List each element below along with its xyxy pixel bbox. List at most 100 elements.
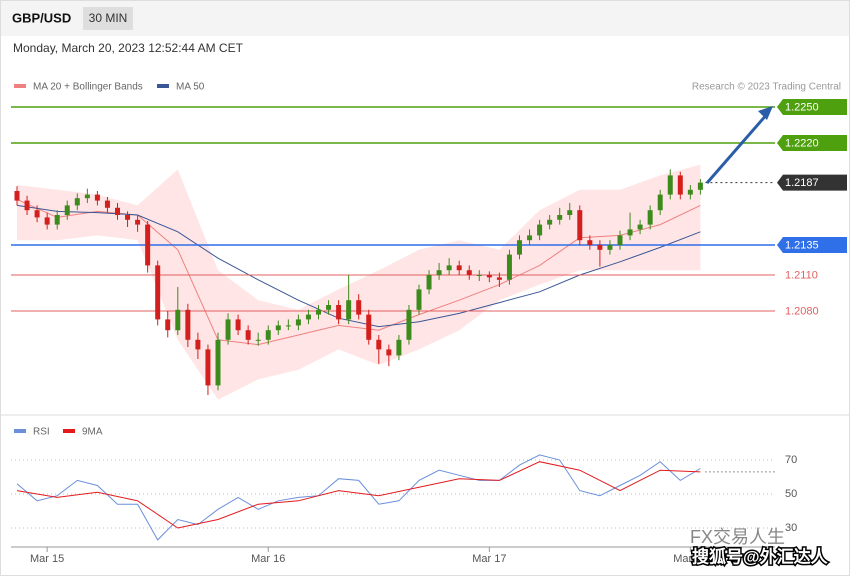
candle-body bbox=[316, 309, 321, 315]
level-label-box bbox=[777, 99, 847, 115]
candle-body bbox=[64, 205, 70, 215]
candle-body bbox=[637, 224, 643, 230]
level-label-box bbox=[777, 174, 847, 191]
candle-body bbox=[607, 245, 613, 250]
candle-body bbox=[677, 175, 683, 195]
candle-body bbox=[34, 210, 40, 218]
candle-body bbox=[195, 339, 201, 350]
x-tick-label: Mar 16 bbox=[251, 553, 285, 565]
candle-body bbox=[376, 339, 382, 350]
level-label-box bbox=[777, 135, 847, 151]
level-label: 1.2110 bbox=[785, 269, 818, 281]
candle-body bbox=[24, 200, 30, 211]
candle-body bbox=[396, 339, 402, 356]
candle-body bbox=[416, 289, 422, 310]
legend-label: 9MA bbox=[82, 427, 103, 438]
candle-body bbox=[687, 189, 693, 195]
candle-body bbox=[366, 314, 372, 340]
legend-label: RSI bbox=[33, 427, 50, 438]
candle-body bbox=[135, 219, 141, 225]
indicator-line bbox=[16, 461, 701, 529]
candle-body bbox=[697, 182, 703, 190]
candle-body bbox=[346, 300, 352, 320]
candle-body bbox=[165, 319, 171, 331]
candle-body bbox=[14, 191, 20, 201]
candle-body bbox=[255, 339, 261, 341]
candle-body bbox=[235, 319, 241, 331]
candle-body bbox=[54, 215, 60, 225]
candle-body bbox=[627, 229, 633, 236]
candle-body bbox=[406, 309, 412, 340]
candle-body bbox=[426, 275, 432, 290]
level-label: 1.2187 bbox=[785, 177, 819, 189]
candle-body bbox=[547, 219, 553, 225]
copyright: Research © 2023 Trading Central bbox=[692, 82, 841, 93]
legend-swatch bbox=[14, 84, 26, 88]
interval: 30 MIN bbox=[89, 11, 128, 25]
candle-body bbox=[94, 194, 100, 201]
level-label: 1.2250 bbox=[785, 101, 819, 113]
legend-label: MA 50 bbox=[176, 82, 205, 93]
candle-body bbox=[356, 300, 362, 315]
candle-body bbox=[617, 235, 623, 245]
candle-body bbox=[466, 270, 472, 275]
candle-body bbox=[295, 319, 301, 326]
candle-body bbox=[265, 330, 271, 340]
x-tick-label: Mar 17 bbox=[472, 553, 506, 565]
candle-body bbox=[537, 224, 543, 236]
candle-body bbox=[567, 210, 573, 215]
plot-layer: MA 20 + Bollinger Bands MA 50 1.2250 1.2220… bbox=[11, 82, 847, 565]
candle-body bbox=[155, 265, 161, 320]
y-tick-label: 70 bbox=[785, 454, 797, 466]
candle-body bbox=[305, 314, 311, 320]
candle-body bbox=[205, 349, 211, 386]
symbol: GBP/USD bbox=[12, 10, 71, 25]
level-label: 1.2135 bbox=[785, 239, 819, 251]
candle-body bbox=[215, 339, 221, 386]
candle-body bbox=[486, 275, 492, 278]
candle-body bbox=[446, 265, 452, 271]
candle-body bbox=[506, 254, 512, 280]
candle-body bbox=[557, 215, 563, 220]
indicator-line bbox=[16, 454, 701, 541]
candle-body bbox=[175, 309, 181, 331]
candle-body bbox=[527, 235, 533, 241]
moving-average bbox=[16, 204, 701, 328]
candle-body bbox=[386, 349, 392, 356]
watermark-line1: FX交易人生 bbox=[690, 527, 785, 547]
candle-body bbox=[647, 210, 653, 225]
candle-body bbox=[84, 194, 90, 199]
legend-swatch bbox=[14, 429, 26, 433]
level-label-box bbox=[777, 237, 847, 253]
candle-body bbox=[657, 194, 663, 211]
level-label: 1.2220 bbox=[785, 137, 819, 149]
candle-body bbox=[476, 275, 482, 276]
candle-body bbox=[517, 240, 522, 255]
forecast-arrow bbox=[705, 112, 770, 184]
candle-body bbox=[245, 330, 251, 340]
candle-body bbox=[125, 215, 131, 220]
x-tick-label: Mar 20 bbox=[673, 553, 707, 565]
candle-body bbox=[145, 224, 151, 266]
timestamp: Monday, March 20, 2023 12:52:44 AM CET bbox=[13, 41, 244, 55]
header-bar bbox=[1, 1, 849, 36]
candle-body bbox=[104, 200, 110, 208]
candle-body bbox=[336, 305, 342, 320]
watermark-line2: 搜狐号@外汇达人 bbox=[692, 546, 829, 566]
interval-badge bbox=[83, 7, 133, 30]
candle-body bbox=[285, 325, 291, 327]
candle-body bbox=[115, 207, 120, 215]
candle-body bbox=[597, 245, 603, 250]
candle-body bbox=[225, 319, 231, 340]
y-tick-label: 50 bbox=[785, 488, 797, 500]
level-label: 1.2080 bbox=[785, 305, 819, 317]
candle-body bbox=[74, 198, 80, 206]
candle-body bbox=[667, 175, 673, 195]
candle-body bbox=[326, 305, 332, 310]
candle-body bbox=[44, 217, 50, 225]
legend-swatch bbox=[63, 429, 75, 433]
candle-body bbox=[587, 240, 593, 245]
candle-body bbox=[436, 270, 442, 275]
forecast-arrowhead bbox=[758, 106, 773, 120]
